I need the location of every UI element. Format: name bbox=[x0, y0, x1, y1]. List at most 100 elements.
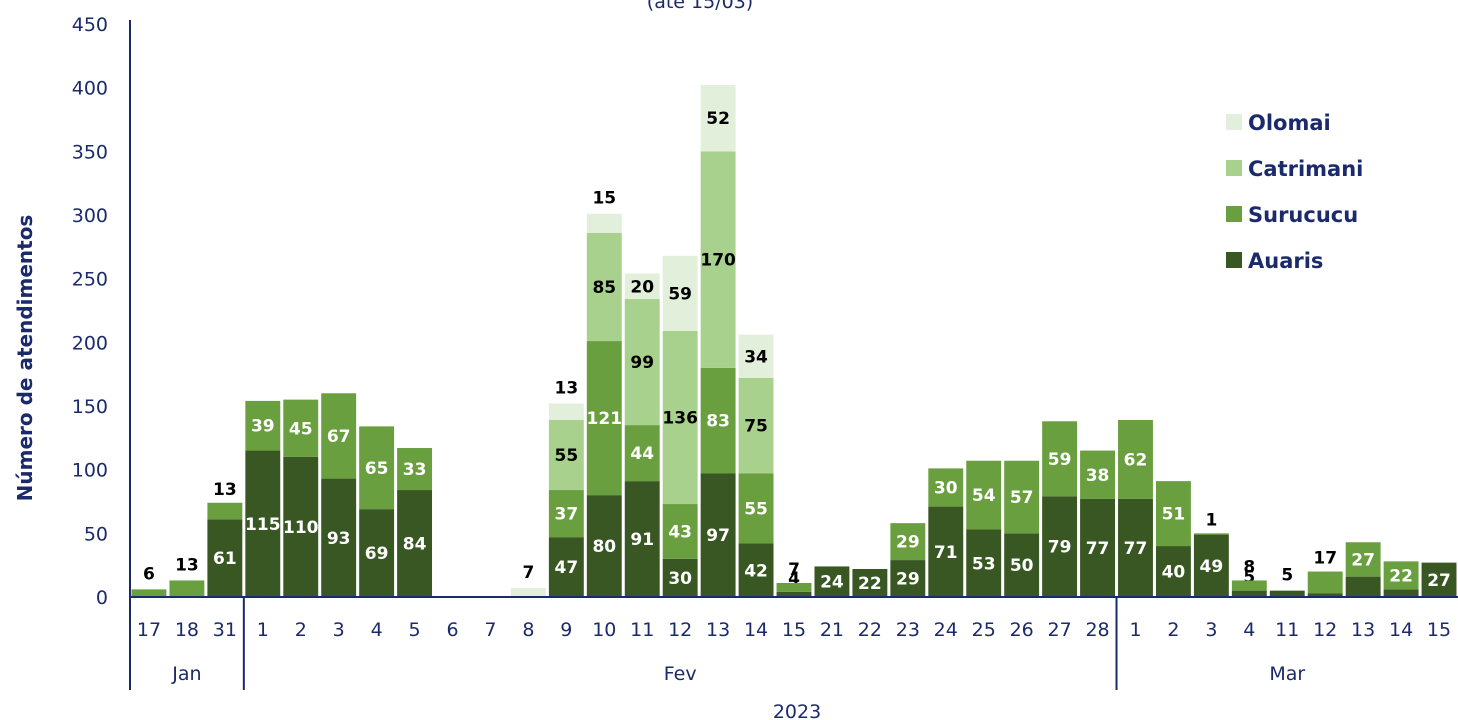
bar-surucucu bbox=[1004, 460, 1040, 534]
data-label: 22 bbox=[1389, 566, 1413, 586]
data-label: 8 bbox=[1243, 557, 1255, 577]
x-tick-label: 15 bbox=[782, 619, 806, 641]
data-label: 52 bbox=[706, 109, 730, 129]
bar-surucucu bbox=[283, 399, 319, 457]
bar-auaris bbox=[624, 481, 660, 597]
bar-auaris bbox=[852, 568, 888, 597]
data-label: 83 bbox=[706, 412, 730, 432]
bar-surucucu bbox=[548, 490, 584, 538]
data-label: 97 bbox=[706, 526, 730, 546]
x-tick-label: 9 bbox=[560, 619, 572, 641]
bar-olomai bbox=[510, 588, 546, 597]
data-label: 15 bbox=[592, 189, 616, 209]
bar-surucucu bbox=[1080, 450, 1115, 499]
data-label: 7 bbox=[522, 563, 534, 583]
x-tick-label: 4 bbox=[371, 619, 383, 641]
x-tick-label: 1 bbox=[257, 619, 269, 641]
data-label: 47 bbox=[555, 558, 579, 578]
bar-surucucu bbox=[1307, 571, 1343, 594]
x-tick-label: 11 bbox=[1275, 619, 1299, 641]
bar-surucucu bbox=[776, 582, 812, 592]
legend-swatch bbox=[1226, 114, 1242, 130]
y-tick-label: 0 bbox=[96, 587, 108, 609]
month-label: Jan bbox=[171, 663, 201, 685]
bar-auaris bbox=[776, 591, 812, 597]
y-tick-label: 250 bbox=[72, 269, 108, 291]
bar-auaris bbox=[1231, 590, 1267, 597]
data-label: 38 bbox=[1086, 466, 1110, 486]
bar-olomai bbox=[662, 255, 698, 331]
bar-olomai bbox=[548, 403, 584, 421]
bar-auaris bbox=[1118, 498, 1153, 597]
bar-auaris bbox=[966, 529, 1002, 597]
x-tick-label: 5 bbox=[409, 619, 421, 641]
bar-catrimani bbox=[700, 151, 736, 368]
data-label: 1 bbox=[1205, 510, 1217, 530]
data-label: 33 bbox=[403, 460, 427, 480]
bar-auaris bbox=[207, 519, 243, 597]
legend: Olomai Catrimani Surucucu Auaris bbox=[1226, 111, 1363, 273]
x-tick-label: 25 bbox=[972, 619, 996, 641]
x-tick-label: 15 bbox=[1427, 619, 1451, 641]
bar-surucucu bbox=[1118, 420, 1153, 499]
data-label: 7 bbox=[788, 560, 800, 580]
bar-surucucu bbox=[1155, 481, 1191, 547]
x-tick-label: 22 bbox=[858, 619, 882, 641]
bar-surucucu bbox=[1383, 561, 1419, 590]
x-tick-label: 24 bbox=[934, 619, 958, 641]
bar-auaris bbox=[1345, 576, 1381, 597]
bar-olomai bbox=[624, 273, 660, 300]
year-label: 2023 bbox=[773, 701, 821, 720]
legend-label: Auaris bbox=[1248, 249, 1323, 273]
x-tick-label: 12 bbox=[1313, 619, 1337, 641]
x-tick-label: 10 bbox=[592, 619, 616, 641]
data-label: 20 bbox=[630, 277, 654, 297]
data-label: 57 bbox=[1010, 488, 1034, 508]
data-label: 49 bbox=[1200, 557, 1224, 577]
x-tick-label: 3 bbox=[1205, 619, 1217, 641]
x-tick-label: 18 bbox=[175, 619, 199, 641]
bar-auaris bbox=[890, 560, 926, 597]
bar-auaris bbox=[1155, 546, 1191, 597]
bar-auaris bbox=[1383, 589, 1419, 597]
bar-auaris bbox=[662, 558, 698, 597]
x-tick-label: 6 bbox=[446, 619, 458, 641]
x-tick-label: 1 bbox=[1129, 619, 1141, 641]
data-label: 5 bbox=[1281, 566, 1293, 586]
data-label: 69 bbox=[365, 544, 389, 564]
month-label: Mar bbox=[1269, 663, 1305, 685]
x-tick-label: 2 bbox=[295, 619, 307, 641]
bar-catrimani bbox=[586, 232, 622, 342]
bar-auaris bbox=[928, 506, 964, 597]
data-label: 53 bbox=[972, 554, 996, 574]
data-label: 136 bbox=[662, 408, 698, 428]
bar-surucucu bbox=[890, 523, 926, 561]
data-label: 50 bbox=[1010, 556, 1034, 576]
bar-surucucu bbox=[131, 589, 167, 597]
bar-surucucu bbox=[586, 341, 622, 496]
data-label: 51 bbox=[1162, 505, 1186, 525]
bar-surucucu bbox=[245, 400, 281, 451]
bar-surucucu bbox=[1345, 542, 1381, 577]
x-tick-label: 12 bbox=[668, 619, 692, 641]
x-tick-label: 28 bbox=[1085, 619, 1109, 641]
bar-surucucu bbox=[624, 425, 660, 482]
data-label: 27 bbox=[1427, 571, 1451, 591]
y-tick-label: 50 bbox=[84, 523, 108, 545]
data-label: 45 bbox=[289, 419, 313, 439]
y-tick-label: 100 bbox=[72, 460, 108, 482]
bar-surucucu bbox=[1193, 533, 1229, 535]
data-label: 54 bbox=[972, 486, 996, 506]
data-label: 13 bbox=[213, 480, 237, 500]
bar-catrimani bbox=[548, 420, 584, 491]
bar-surucucu bbox=[1231, 580, 1267, 591]
bar-auaris bbox=[283, 456, 319, 597]
bar-olomai bbox=[738, 334, 774, 378]
x-tick-label: 11 bbox=[630, 619, 654, 641]
chart-subtitle: (até 15/03) bbox=[647, 0, 753, 13]
y-tick-label: 150 bbox=[72, 396, 108, 418]
data-label: 29 bbox=[896, 533, 920, 553]
y-axis-title: Número de atendimentos bbox=[13, 215, 37, 502]
data-label: 29 bbox=[896, 570, 920, 590]
